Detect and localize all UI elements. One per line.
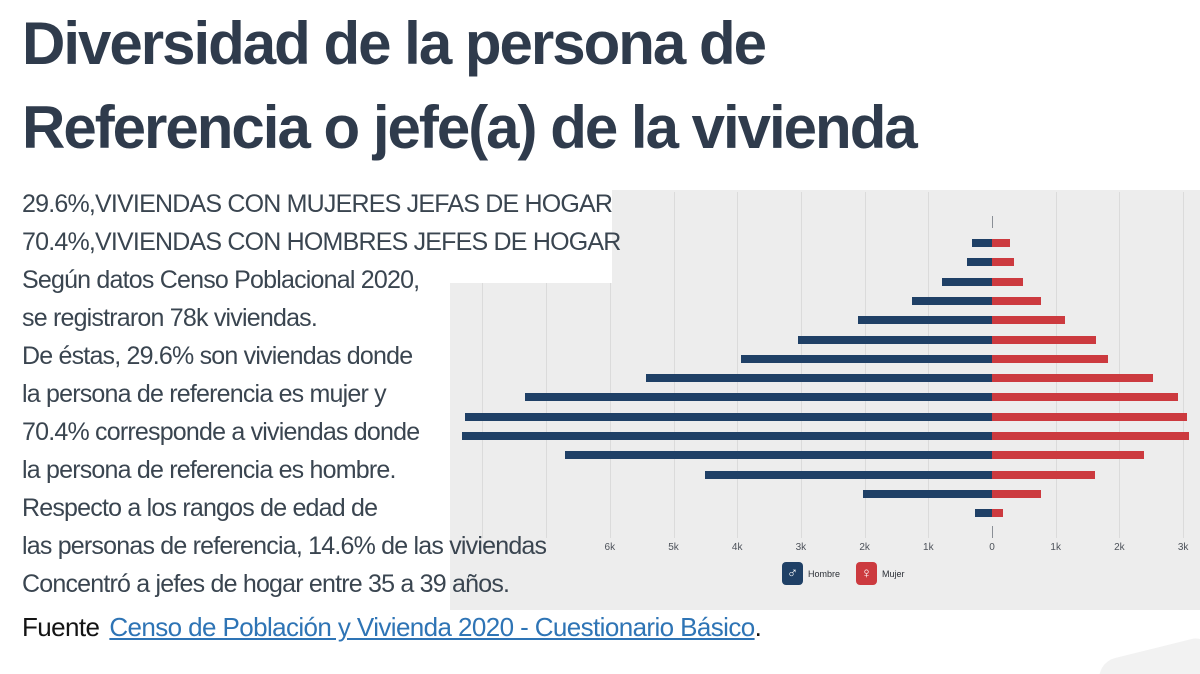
pyramid-bar-mujer [992, 277, 1024, 286]
pyramid-bar-hombre [974, 509, 992, 518]
source-line: Fuente Censo de Población y Vivienda 2020… [22, 612, 762, 643]
slide-title-line2: Referencia o jefe(a) de la vivienda [22, 94, 918, 161]
pyramid-bar-hombre [966, 258, 992, 267]
gridline [609, 192, 611, 538]
legend-label: Mujer [882, 568, 905, 579]
chart-legend: ♂ Hombre ♀ Mujer [782, 562, 905, 585]
axis-tick-label: 3k [795, 542, 807, 553]
source-link[interactable]: Censo de Población y Vivienda 2020 - Cue… [109, 612, 755, 642]
text-background-box [0, 190, 612, 283]
axis-tick-label: 6k [604, 542, 616, 553]
gridline [1119, 192, 1121, 538]
gridline [864, 192, 866, 538]
body-line: la persona de referencia es hombre. [22, 456, 396, 484]
pyramid-bar-hombre [862, 489, 992, 498]
slide-title-line1: Diversidad de la persona de [22, 10, 767, 77]
axis-tick-label: 1k [1050, 542, 1061, 553]
pyramid-bar-hombre [704, 470, 992, 479]
body-line: Respecto a los rangos de edad de [22, 494, 378, 522]
corner-decoration [1094, 634, 1200, 674]
pyramid-bar-hombre [462, 432, 992, 440]
pyramid-bar-hombre [465, 412, 992, 421]
body-line: Concentró a jefes de hogar entre 35 a 39… [22, 570, 510, 598]
zero-axis-tick [992, 216, 993, 228]
gridline [800, 192, 802, 538]
legend-item-mujer: ♀ Mujer [856, 562, 905, 585]
body-line: se registraron 78k viviendas. [22, 304, 318, 332]
pyramid-bar-mujer [992, 374, 1153, 383]
axis-tick-label: 3k [1177, 542, 1189, 553]
pyramid-bar-mujer [992, 432, 1190, 440]
male-icon: ♂ [782, 562, 803, 585]
pyramid-bar-hombre [911, 296, 992, 305]
body-line: 70.4%,VIVIENDAS CON HOMBRES JEFES DE HOG… [22, 228, 621, 256]
axis-tick-label: 4k [731, 542, 743, 553]
axis-tick-label: 2k [859, 542, 870, 553]
pyramid-bar-hombre [858, 316, 992, 325]
gridline [1055, 192, 1057, 538]
body-line: De éstas, 29.6% son viviendas donde [22, 342, 413, 370]
pyramid-bar-mujer [992, 354, 1108, 363]
body-line: Según datos Censo Poblacional 2020, [22, 266, 420, 294]
pyramid-bar-mujer [992, 316, 1065, 325]
pyramid-bar-mujer [992, 412, 1187, 421]
body-line: la persona de referencia es mujer y [22, 380, 387, 408]
pyramid-bar-mujer [992, 393, 1178, 402]
axis-tick-label: 5k [668, 542, 679, 553]
gridline [482, 192, 484, 538]
body-line: las personas de referencia, 14.6% de las… [22, 532, 547, 560]
source-suffix: . [754, 612, 762, 642]
zero-axis-tick [992, 526, 993, 538]
pyramid-bar-mujer [992, 296, 1042, 305]
body-text-block: 29.6%,VIVIENDAS CON MUJERES JEFAS DE HOG… [22, 185, 621, 603]
pyramid-bar-mujer [992, 470, 1095, 479]
pyramid-bar-mujer [992, 239, 1010, 247]
pyramid-bar-hombre [797, 335, 992, 344]
pyramid-bar-hombre [741, 354, 992, 363]
legend-label: Hombre [808, 568, 841, 579]
legend-item-hombre: ♂ Hombre [782, 562, 840, 585]
gridline [1183, 192, 1185, 538]
pyramid-bar-mujer [992, 509, 1003, 518]
axis-tick-label: 1k [923, 542, 934, 553]
gridline [673, 192, 675, 538]
pyramid-bar-mujer [992, 335, 1096, 344]
body-line: 29.6%,VIVIENDAS CON MUJERES JEFAS DE HOG… [22, 190, 613, 218]
gridline [737, 192, 739, 538]
pyramid-bar-hombre [564, 451, 992, 460]
female-icon: ♀ [856, 562, 878, 585]
pyramid-bar-hombre [972, 239, 992, 247]
pyramid-bar-mujer [992, 451, 1145, 460]
body-line: 70.4% corresponde a viviendas donde [22, 418, 420, 446]
pyramid-bar-mujer [992, 489, 1042, 498]
pyramid-bar-hombre [941, 277, 992, 286]
axis-tick-label: 0 [989, 542, 995, 553]
pyramid-bar-hombre [646, 374, 992, 383]
pyramid-bar-mujer [992, 258, 1014, 267]
slide-title: Diversidad de la persona de Referencia o… [22, 2, 918, 170]
gridline [928, 192, 930, 538]
pyramid-bar-hombre [525, 393, 992, 402]
axis-tick-label: 2k [1114, 542, 1125, 553]
gridline [546, 192, 548, 538]
source-prefix: Fuente [22, 612, 100, 642]
